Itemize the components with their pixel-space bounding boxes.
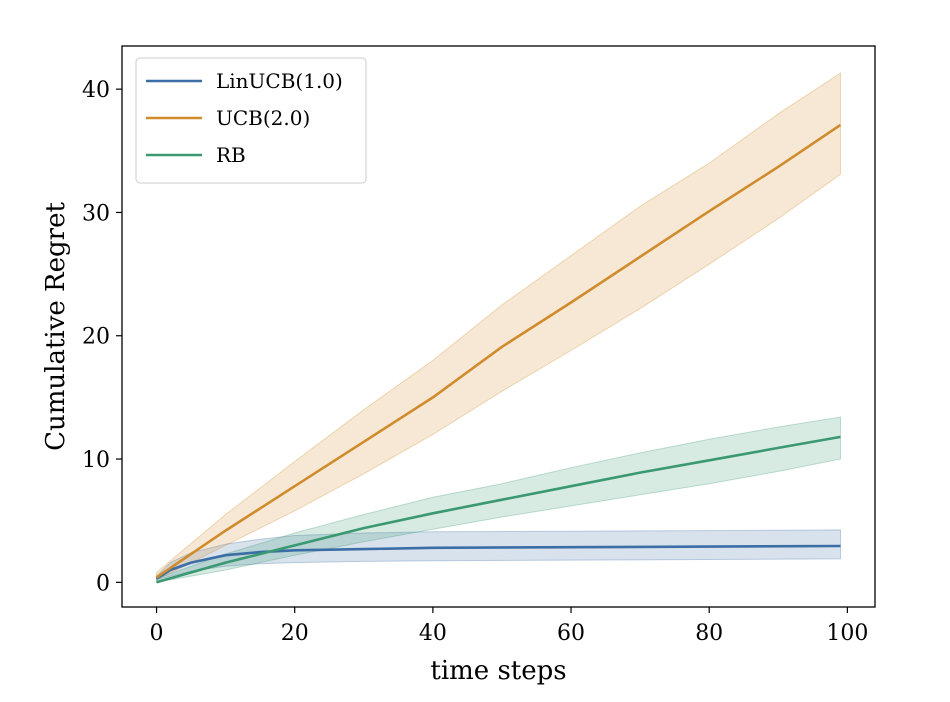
- y-tick-label: 20: [82, 325, 110, 350]
- y-axis-ticks: 0 10 20 30 40: [82, 78, 122, 596]
- x-axis-ticks: 0 20 40 60 80 100: [150, 607, 868, 646]
- band-linucb-1-0: [156, 529, 841, 581]
- x-tick-label: 60: [557, 621, 585, 646]
- x-tick-label: 20: [281, 621, 309, 646]
- y-tick-label: 0: [96, 571, 110, 596]
- y-tick-label: 30: [82, 201, 110, 226]
- x-tick-label: 100: [826, 621, 868, 646]
- band-ucb-2-0: [156, 72, 841, 581]
- legend-box: [135, 57, 367, 184]
- x-axis-title: time steps: [430, 656, 566, 686]
- y-axis-title: Cumulative Regret: [41, 202, 71, 451]
- x-tick-label: 40: [419, 621, 447, 646]
- x-tick-label: 80: [695, 621, 723, 646]
- legend-label: LinUCB(1.0): [216, 69, 343, 93]
- line-ucb-2-0: [155, 123, 842, 579]
- y-tick-label: 10: [82, 448, 110, 473]
- line-linucb-1-0: [155, 544, 841, 580]
- line-rb: [156, 435, 841, 584]
- legend-label: UCB(2.0): [216, 106, 310, 130]
- series-lines: [155, 123, 842, 584]
- x-tick-label: 0: [150, 621, 164, 646]
- plot-frame: [121, 45, 876, 608]
- legend: LinUCB(1.0) UCB(2.0) RB: [135, 57, 367, 184]
- legend-label: RB: [216, 143, 246, 167]
- y-tick-label: 40: [82, 78, 110, 103]
